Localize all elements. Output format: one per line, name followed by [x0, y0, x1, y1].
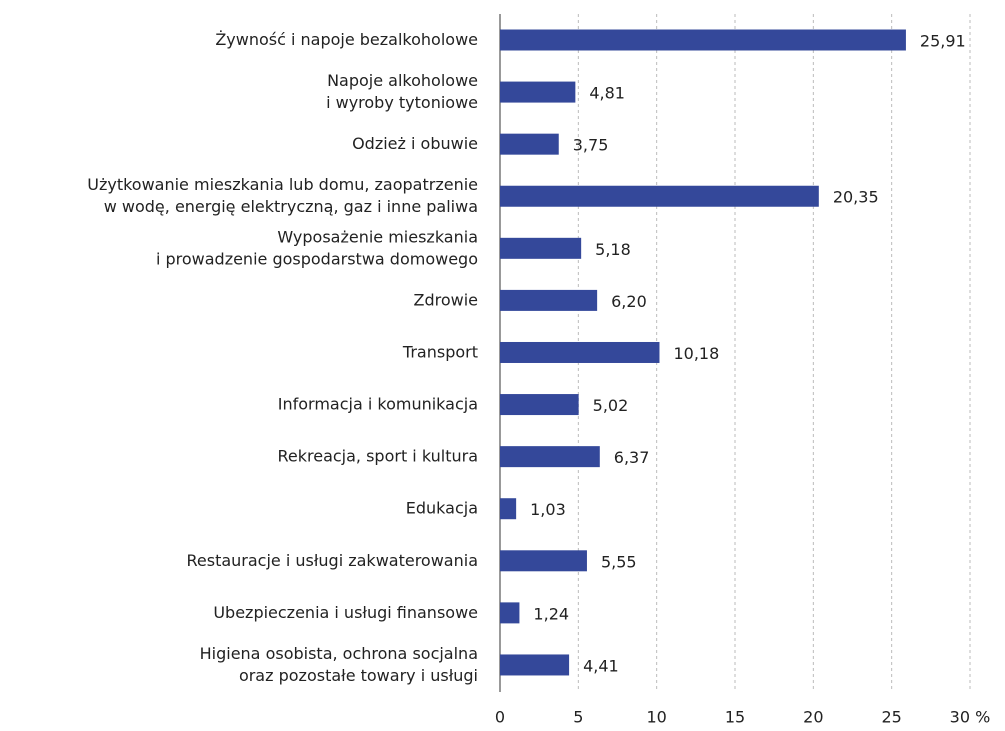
x-tick-label: 20: [803, 708, 823, 727]
label-line: oraz pozostałe towary i usługi: [239, 665, 478, 684]
bar: [500, 81, 576, 103]
x-tick-label: 5: [573, 708, 583, 727]
bar: [500, 133, 559, 155]
y-tick-label: Higiena osobista, ochrona socjalna oraz p…: [200, 643, 478, 684]
value-label: 5,02: [593, 396, 629, 415]
y-tick-label: Edukacja: [406, 498, 478, 517]
label-line: Odzież i obuwie: [352, 134, 478, 153]
label-line: Higiena osobista, ochrona socjalna: [200, 643, 478, 662]
label-line: i prowadzenie gospodarstwa domowego: [156, 249, 478, 268]
y-tick-label: Użytkowanie mieszkania lub domu, zaopatr…: [87, 175, 478, 216]
bar: [500, 498, 517, 520]
label-line: Użytkowanie mieszkania lub domu, zaopatr…: [87, 175, 478, 194]
label-line: Rekreacja, sport i kultura: [277, 446, 478, 465]
label-line: Edukacja: [406, 498, 478, 517]
label-line: Zdrowie: [413, 290, 478, 309]
bar: [500, 29, 906, 51]
value-label: 20,35: [833, 188, 879, 207]
value-label: 6,37: [614, 448, 650, 467]
y-tick-label: Rekreacja, sport i kultura: [277, 446, 478, 465]
x-tick-label: 15: [725, 708, 745, 727]
y-tick-label: Napoje alkoholowe i wyroby tytoniowe: [326, 71, 478, 112]
label-line: Ubezpieczenia i usługi finansowe: [213, 602, 478, 621]
bar: [500, 237, 582, 259]
label-line: w wodę, energię elektryczną, gaz i inne …: [104, 197, 478, 216]
y-tick-label: Zdrowie: [413, 290, 478, 309]
x-tick-label: 25: [881, 708, 901, 727]
label-line: Żywność i napoje bezalkoholowe: [215, 30, 478, 49]
bar: [500, 289, 598, 311]
bar: [500, 341, 660, 363]
bar: [500, 185, 819, 207]
label-line: Wyposażenie mieszkania: [277, 227, 478, 246]
y-tick-label: Wyposażenie mieszkania i prowadzenie gosp…: [156, 227, 478, 268]
x-tick-label: 30 %: [950, 708, 991, 727]
value-label: 5,18: [595, 240, 631, 259]
value-label: 1,24: [533, 604, 569, 623]
value-label: 5,55: [601, 552, 637, 571]
value-label: 3,75: [573, 136, 609, 155]
bar: [500, 654, 570, 676]
label-line: Restauracje i usługi zakwaterowania: [186, 550, 478, 569]
bar: [500, 394, 579, 416]
y-tick-label: Transport: [402, 342, 478, 361]
value-label: 10,18: [673, 344, 719, 363]
label-line: Napoje alkoholowe: [327, 71, 478, 90]
y-tick-label: Informacja i komunikacja: [278, 394, 478, 413]
bar: [500, 550, 587, 572]
value-label: 25,91: [920, 32, 966, 51]
y-tick-label: Żywność i napoje bezalkoholowe: [215, 30, 478, 49]
y-tick-label: Odzież i obuwie: [352, 134, 478, 153]
y-tick-label: Restauracje i usługi zakwaterowania: [186, 550, 478, 569]
bar: [500, 602, 520, 624]
label-line: Informacja i komunikacja: [278, 394, 478, 413]
value-label: 4,81: [589, 84, 625, 103]
value-label: 4,41: [583, 656, 619, 675]
value-label: 1,03: [530, 500, 566, 519]
y-tick-label: Ubezpieczenia i usługi finansowe: [213, 602, 478, 621]
value-label: 6,20: [611, 292, 647, 311]
bar: [500, 446, 600, 468]
x-tick-label: 0: [495, 708, 505, 727]
label-line: i wyroby tytoniowe: [326, 93, 478, 112]
label-line: Transport: [402, 342, 478, 361]
x-tick-label: 10: [646, 708, 666, 727]
